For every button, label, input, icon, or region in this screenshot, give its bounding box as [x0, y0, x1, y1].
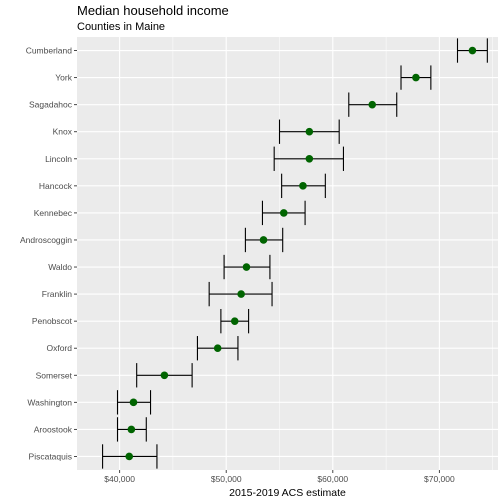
- chart-subtitle: Counties in Maine: [77, 21, 165, 33]
- point: [305, 127, 314, 136]
- point: [230, 317, 239, 325]
- point: [160, 371, 169, 380]
- y-axis: Cumberland York Sagadahoc Knox Lincoln Hancoc…: [20, 46, 77, 461]
- y-tick-label: Oxford: [46, 343, 72, 353]
- grid-minor: [172, 37, 493, 470]
- y-tick-label: Washington: [27, 397, 72, 407]
- y-tick-label: Penobscot: [32, 316, 73, 326]
- y-tick-label: Sagadahoc: [29, 100, 73, 110]
- point: [127, 425, 136, 434]
- point: [125, 452, 134, 461]
- y-tick-label: Androscoggin: [20, 235, 72, 245]
- x-tick-label: $60,000: [317, 474, 348, 484]
- point: [279, 209, 288, 217]
- y-tick-label: York: [55, 73, 72, 83]
- point: [259, 236, 268, 244]
- point: [213, 344, 222, 353]
- point: [468, 46, 477, 55]
- y-tick-label: Kennebec: [34, 208, 73, 218]
- y-tick-label: Cumberland: [26, 46, 73, 56]
- x-tick-label: $50,000: [211, 474, 242, 484]
- y-tick-label: Piscataquis: [29, 451, 72, 461]
- point: [412, 73, 420, 82]
- y-tick-label: Knox: [53, 127, 73, 137]
- points: [125, 46, 477, 461]
- x-tick-label: $40,000: [104, 474, 135, 484]
- y-tick-label: Waldo: [48, 262, 72, 272]
- y-tick-label: Hancock: [39, 181, 73, 191]
- point: [368, 100, 377, 109]
- point: [129, 398, 138, 407]
- point: [305, 154, 314, 163]
- point: [299, 182, 307, 190]
- x-axis-label: 2015-2019 ACS estimate: [229, 487, 346, 499]
- y-tick-label: Aroostook: [34, 424, 73, 434]
- plot-panel: [77, 37, 498, 470]
- y-tick-label: Franklin: [42, 289, 73, 299]
- x-tick-label: $70,000: [424, 474, 455, 484]
- y-tick-label: Lincoln: [45, 154, 72, 164]
- point: [242, 263, 251, 271]
- chart-title: Median household income: [77, 3, 229, 18]
- x-axis: $40,000 $50,000 $60,000 $70,000: [104, 470, 455, 484]
- point: [237, 290, 245, 298]
- y-tick-label: Somerset: [36, 370, 73, 380]
